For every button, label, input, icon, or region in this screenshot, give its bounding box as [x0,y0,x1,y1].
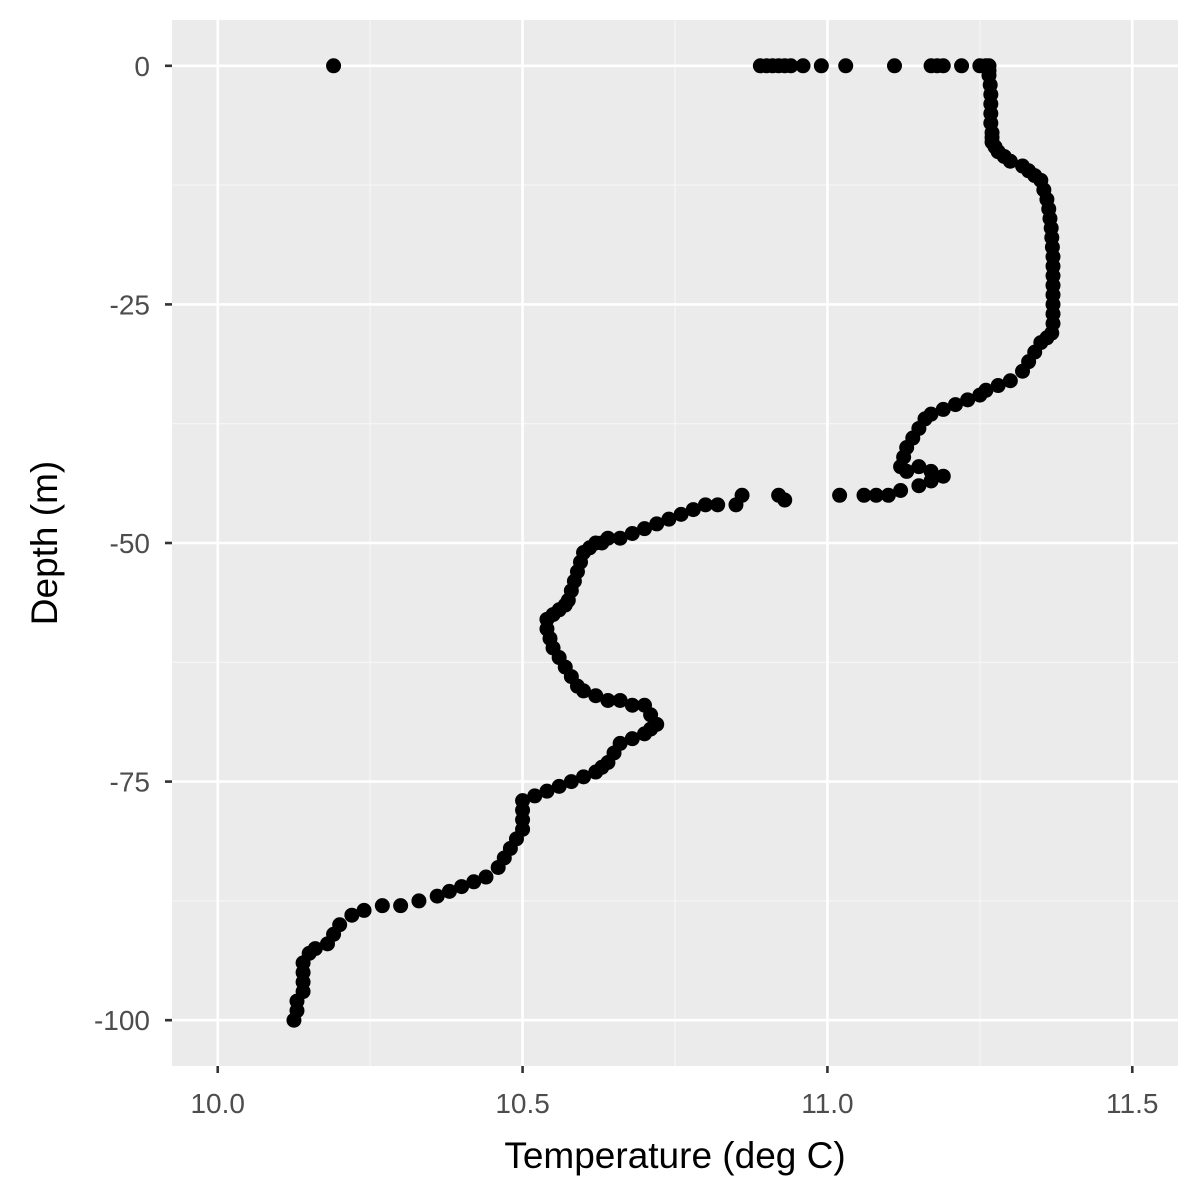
data-point [393,898,409,914]
data-point [813,58,829,74]
data-point [856,487,872,503]
data-point [588,688,604,704]
data-point [637,726,653,742]
y-axis-title: Depth (m) [24,461,65,625]
major-grid-lines [172,20,1178,1066]
data-point [319,936,335,952]
data-point [624,697,640,713]
data-point [411,893,427,909]
data-point [832,487,848,503]
data-point [600,692,616,708]
data-point [527,788,543,804]
data-point [893,483,909,499]
data-point [649,516,665,532]
data-point [899,463,915,479]
y-tick-label: -50 [110,528,150,559]
data-point [947,397,963,413]
data-point [1015,363,1031,379]
data-point [771,487,787,503]
data-point [454,879,470,895]
data-point [886,58,902,74]
y-tick-label: -25 [110,289,150,320]
data-point [673,506,689,522]
data-point [478,869,494,885]
x-tick-label: 10.0 [190,1088,245,1119]
data-point [576,683,592,699]
data-point [954,58,970,74]
data-point [935,468,951,484]
data-point [429,888,445,904]
data-point [960,392,976,408]
data-point [539,783,555,799]
data-point [783,58,799,74]
data-point [880,487,896,503]
data-point [612,692,628,708]
data-point [441,883,457,899]
data-point [356,902,372,918]
data-point [286,1012,302,1028]
x-axis-title: Temperature (deg C) [504,1135,845,1176]
x-tick-label: 10.5 [495,1088,550,1119]
data-point [935,58,951,74]
data-point [685,502,701,518]
x-axis-ticks: 10.0 10.5 11.0 11.5 [190,1066,1158,1119]
y-tick-label: 0 [134,51,150,82]
data-point [728,497,744,513]
data-point [326,58,342,74]
data-points [286,58,1061,1028]
data-point [1002,153,1018,169]
data-point [972,387,988,403]
data-point [344,907,360,923]
x-tick-label: 11.0 [801,1088,853,1119]
x-tick-label: 11.5 [1106,1088,1158,1119]
y-tick-label: -75 [110,767,150,798]
data-point [1002,373,1018,389]
data-point [710,497,726,513]
data-point [624,525,640,541]
data-point [923,473,939,489]
data-point [551,778,567,794]
data-point [612,530,628,546]
data-point [838,58,854,74]
data-point [911,478,927,494]
data-point [490,859,506,875]
data-point [466,874,482,890]
data-point [374,898,390,914]
data-point [563,774,579,790]
data-point [795,58,811,74]
y-tick-label: -100 [94,1005,150,1036]
data-point [697,497,713,513]
data-point [576,769,592,785]
data-point [661,511,677,527]
data-point [588,764,604,780]
data-point [935,401,951,417]
data-point [868,487,884,503]
data-point [624,731,640,747]
y-axis-ticks: 0 -25 -50 -75 -100 [94,51,172,1036]
data-point [990,378,1006,394]
data-point [911,459,927,475]
data-point [637,521,653,537]
